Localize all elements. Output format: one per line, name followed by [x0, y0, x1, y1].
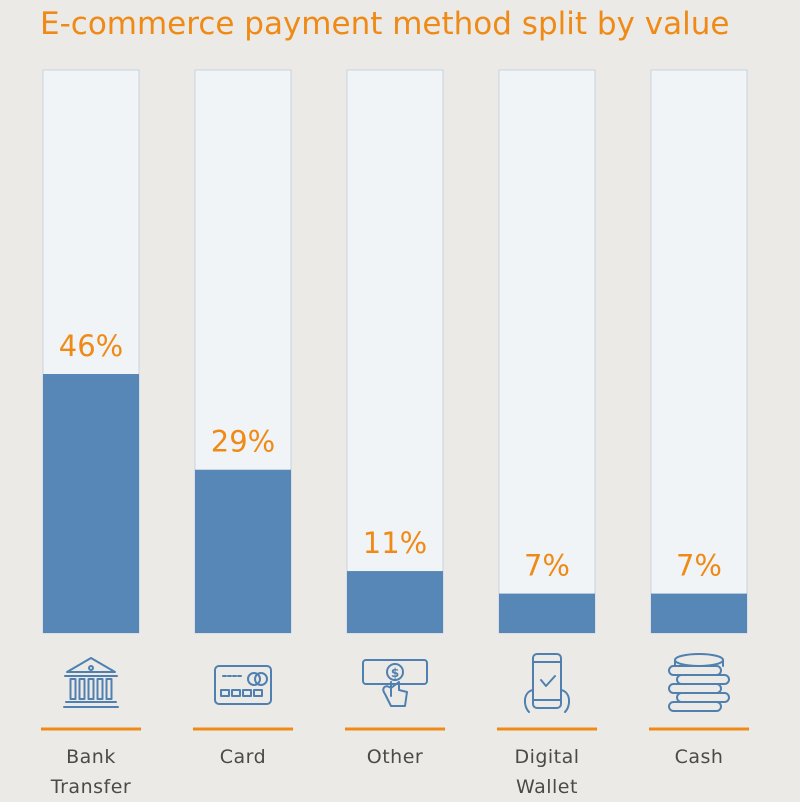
- chart-title: E-commerce payment method split by value: [40, 6, 730, 42]
- bar-cash: [651, 593, 747, 633]
- bar-track-other: [346, 69, 444, 634]
- category-label-line: Cash: [674, 746, 724, 768]
- svg-text:$: $: [391, 666, 399, 680]
- coin-stack-icon: [668, 653, 730, 712]
- category-label-line: Digital: [514, 746, 580, 768]
- value-label-digital-wallet: 7%: [524, 549, 570, 583]
- category-label-line: Card: [219, 746, 267, 768]
- bar-digital-wallet: [499, 593, 595, 633]
- bank-icon: [63, 657, 119, 708]
- bar-track-cash: [650, 69, 748, 634]
- category-label-digital-wallet: Digital Wallet: [482, 742, 612, 802]
- category-label-line: Transfer: [50, 776, 132, 798]
- category-label-cash: Cash: [634, 742, 764, 772]
- bar-track-digital-wallet: [498, 69, 596, 634]
- credit-card-icon: [214, 665, 272, 705]
- value-label-bank-transfer: 46%: [59, 329, 123, 363]
- category-label-card: Card: [178, 742, 308, 772]
- category-label-bank-transfer: Bank Transfer: [26, 742, 156, 802]
- hand-coin-icon: $: [362, 659, 428, 707]
- value-label-card: 29%: [211, 425, 275, 459]
- category-label-line: Bank: [66, 746, 116, 768]
- bar-card: [195, 469, 291, 633]
- category-label-line: Other: [366, 746, 424, 768]
- bar-other: [347, 571, 443, 633]
- bar-bank-transfer: [43, 374, 139, 633]
- mobile-wallet-icon: [523, 653, 571, 713]
- category-label-line: Wallet: [516, 776, 578, 798]
- value-label-cash: 7%: [676, 549, 722, 583]
- value-label-other: 11%: [363, 526, 427, 560]
- category-label-other: Other: [330, 742, 460, 772]
